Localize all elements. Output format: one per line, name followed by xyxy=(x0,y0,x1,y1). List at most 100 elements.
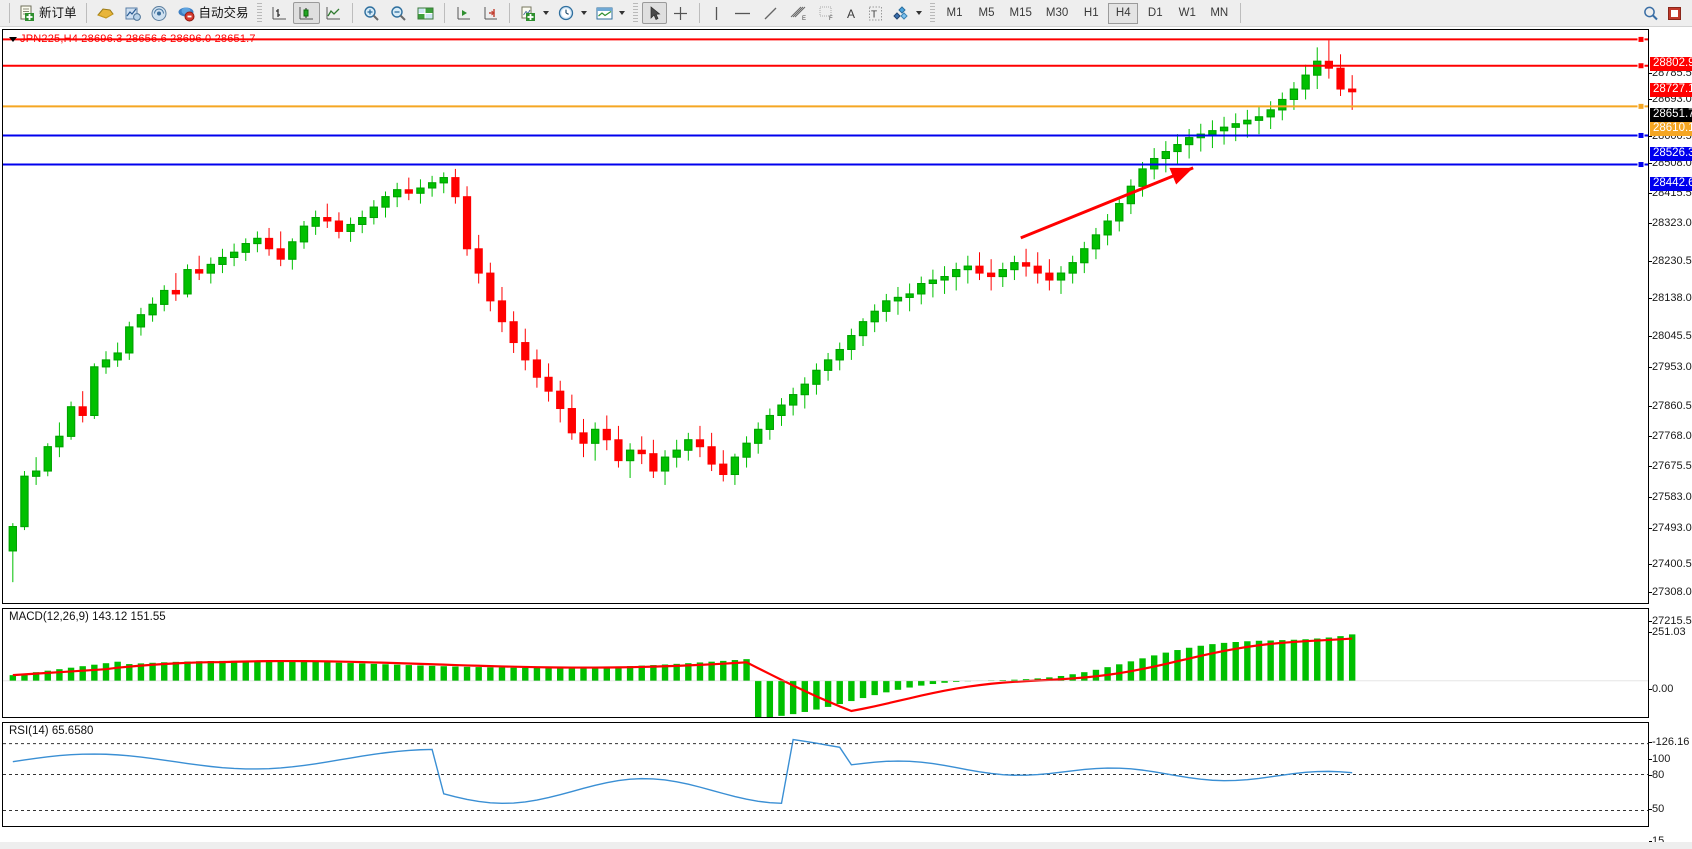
chevron-down-icon[interactable] xyxy=(542,11,549,15)
axis-tick-mark xyxy=(1649,742,1652,743)
macd-panel[interactable]: MACD(12,26,9) 143.12 151.55 xyxy=(2,608,1649,718)
timeframe-d1[interactable]: D1 xyxy=(1147,7,1163,19)
toolbar-grip[interactable] xyxy=(256,3,262,23)
price-tick-label: 28693.0 xyxy=(1652,93,1692,105)
add-indicator-button[interactable] xyxy=(515,2,553,24)
text-box-button[interactable]: T xyxy=(863,2,888,24)
status-bar xyxy=(0,842,1692,849)
window-button[interactable] xyxy=(1663,2,1686,24)
timeframe-group: M1 M5 M15 M30 H1 H4 D1 W1 MN xyxy=(939,2,1236,24)
shift-start-button[interactable] xyxy=(450,2,477,24)
zoom-out-button[interactable] xyxy=(385,2,412,24)
chart-area[interactable]: JPN225,H4 28696.3 28656.6 28696.0 28651.… xyxy=(0,27,1692,849)
market-watch-button[interactable] xyxy=(146,2,173,24)
macd-tick-label: -126.16 xyxy=(1652,736,1690,748)
main-toolbar: 新订单 xyxy=(0,0,1692,27)
timeframe-m1[interactable]: M1 xyxy=(946,7,963,19)
crosshair-button[interactable] xyxy=(667,2,694,24)
timeframe-m30[interactable]: M30 xyxy=(1045,7,1069,19)
rsi-panel[interactable]: RSI(14) 65.6580 xyxy=(2,722,1649,827)
zoom-out-icon xyxy=(389,5,408,22)
timeframe-mn[interactable]: MN xyxy=(1210,7,1229,19)
signal-icon xyxy=(150,5,169,22)
timeframe-h4[interactable]: H4 xyxy=(1108,2,1139,24)
auto-trading-button[interactable]: 自动交易 xyxy=(173,2,253,24)
templates-icon xyxy=(595,5,614,22)
shapes-button[interactable] xyxy=(888,2,926,24)
text-button[interactable]: A xyxy=(840,2,863,24)
toolbar-grip-2[interactable] xyxy=(632,3,638,23)
rsi-tick-label: 15 xyxy=(1652,835,1665,847)
price-tick-label: 28600.5 xyxy=(1652,130,1692,142)
zoom-in-icon xyxy=(362,5,381,22)
rsi-svg[interactable] xyxy=(3,723,1648,826)
axis-tick-mark xyxy=(1649,759,1652,760)
text-box-icon: T xyxy=(867,5,884,22)
price-tick-label: 27583.0 xyxy=(1652,491,1692,503)
price-chart-panel[interactable]: JPN225,H4 28696.3 28656.6 28696.0 28651.… xyxy=(2,29,1649,604)
toolbar-grip-3[interactable] xyxy=(929,3,935,23)
price-axis[interactable]: 28785.5 28693.0 28600.5 28508.0 28415.5 28323… xyxy=(1649,29,1692,849)
templates-button[interactable] xyxy=(591,2,629,24)
toolbar-divider-4 xyxy=(443,3,445,23)
price-tag-blue[interactable]: 28526.3 xyxy=(1650,147,1692,161)
price-tag-red[interactable]: 28727.1 xyxy=(1650,83,1692,97)
text-label-button[interactable]: F xyxy=(813,2,840,24)
timeframe-m15[interactable]: M15 xyxy=(1009,7,1032,19)
data-window-button[interactable] xyxy=(412,2,439,24)
timeframe-h1[interactable]: H1 xyxy=(1083,7,1099,19)
horizontal-line-button[interactable] xyxy=(728,2,757,24)
chevron-down-icon-4[interactable] xyxy=(915,11,922,15)
new-order-icon xyxy=(19,5,36,22)
axis-tick-mark xyxy=(1649,528,1652,529)
rsi-tick-label: 50 xyxy=(1652,803,1665,815)
price-tag-orange[interactable]: 28610.1 xyxy=(1650,122,1692,136)
vertical-line-button[interactable] xyxy=(705,2,728,24)
axis-tick-mark xyxy=(1649,775,1652,776)
macd-svg[interactable] xyxy=(3,609,1648,717)
bar-chart-button[interactable] xyxy=(266,2,293,24)
svg-text:F: F xyxy=(829,16,833,22)
axis-tick-mark xyxy=(1649,163,1652,164)
svg-text:T: T xyxy=(871,9,877,20)
data-window-icon xyxy=(416,5,435,22)
crosshair-icon xyxy=(671,5,690,22)
search-button[interactable] xyxy=(1638,2,1663,24)
fibonacci-button[interactable]: E xyxy=(784,2,813,24)
collapse-arrow-icon[interactable] xyxy=(9,36,17,42)
new-order-button[interactable]: 新订单 xyxy=(15,2,81,24)
axis-tick-mark xyxy=(1649,193,1652,194)
chevron-down-icon-2[interactable] xyxy=(580,11,587,15)
candlestick-icon xyxy=(297,5,316,22)
price-tag-black[interactable]: 28651.7 xyxy=(1650,108,1692,122)
price-tick-label: 27860.5 xyxy=(1652,400,1692,412)
price-candlestick-svg[interactable] xyxy=(3,30,1648,603)
chevron-down-icon-3[interactable] xyxy=(618,11,625,15)
new-order-label: 新订单 xyxy=(39,6,77,20)
terminal-button[interactable] xyxy=(92,2,119,24)
price-tick-label: 27953.0 xyxy=(1652,361,1692,373)
price-tick-label: 27493.0 xyxy=(1652,522,1692,534)
axis-tick-mark xyxy=(1649,436,1652,437)
line-chart-icon xyxy=(324,5,343,22)
shift-end-button[interactable] xyxy=(477,2,504,24)
timeframe-w1[interactable]: W1 xyxy=(1178,7,1196,19)
price-tag-red[interactable]: 28802.9 xyxy=(1650,57,1692,71)
price-tick-label: 28508.0 xyxy=(1652,157,1692,169)
price-tag-blue[interactable]: 28442.6 xyxy=(1650,177,1692,191)
candlestick-chart-button[interactable] xyxy=(292,2,320,24)
trendline-button[interactable] xyxy=(757,2,784,24)
svg-text:E: E xyxy=(802,16,806,22)
axis-tick-mark xyxy=(1649,621,1652,622)
price-tick-label: 28138.0 xyxy=(1652,292,1692,304)
line-chart-button[interactable] xyxy=(320,2,347,24)
cursor-button[interactable] xyxy=(641,2,667,24)
zoom-in-button[interactable] xyxy=(358,2,385,24)
period-button[interactable] xyxy=(553,2,591,24)
price-levels[interactable] xyxy=(3,35,1648,169)
axis-tick-mark xyxy=(1649,689,1652,690)
macd-tick-label: 0.00 xyxy=(1652,683,1674,695)
timeframe-m5[interactable]: M5 xyxy=(978,7,995,19)
navigator-button[interactable] xyxy=(119,2,146,24)
